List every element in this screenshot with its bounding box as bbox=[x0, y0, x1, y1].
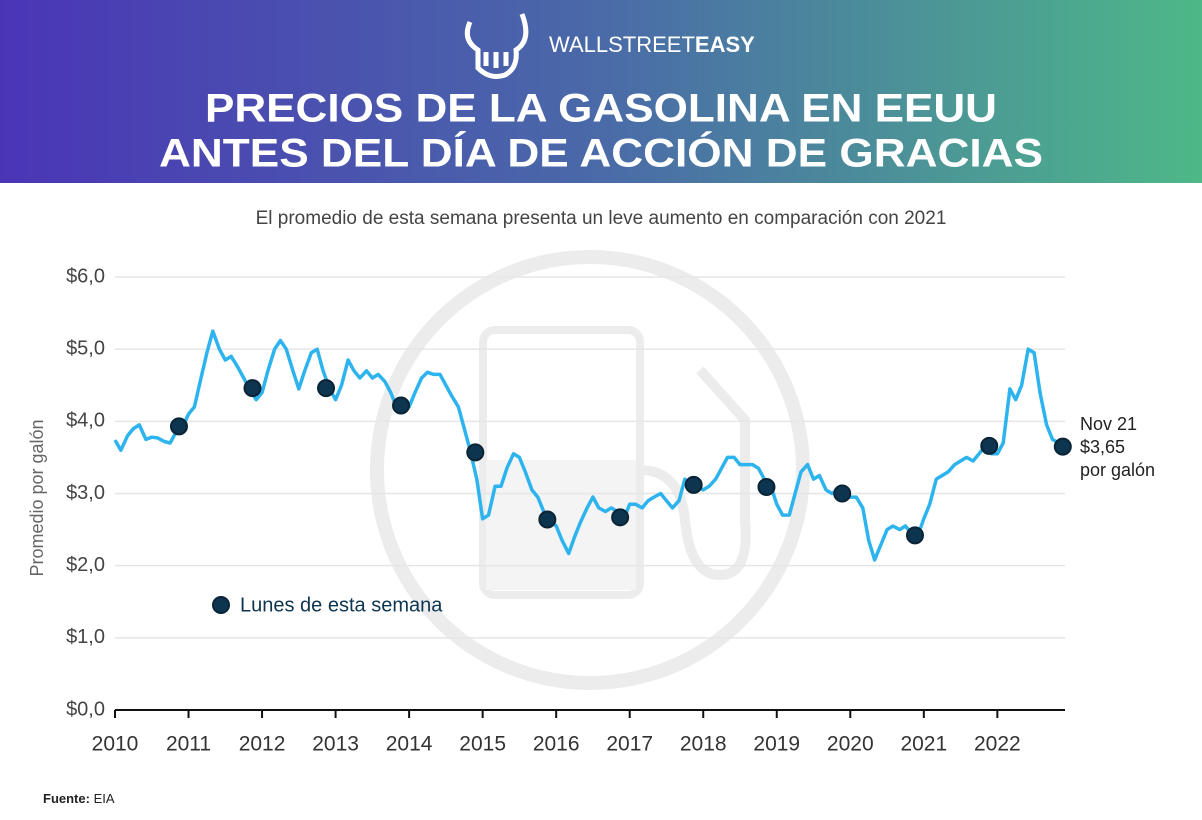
x-tick-label: 2020 bbox=[827, 733, 874, 756]
monday-dot bbox=[243, 379, 262, 398]
annotation: $3,65 bbox=[1080, 437, 1125, 457]
monday-dot bbox=[833, 484, 852, 503]
price-line bbox=[113, 329, 1066, 562]
monday-dot bbox=[906, 526, 924, 545]
monday-dot bbox=[757, 478, 776, 497]
monday-dot bbox=[684, 475, 703, 494]
legend-marker bbox=[212, 596, 230, 614]
x-tick-label: 2013 bbox=[312, 733, 359, 756]
source: Fuente: EIA bbox=[43, 791, 115, 806]
y-axis-label: Promedio por galón bbox=[27, 419, 47, 576]
x-tick-label: 2011 bbox=[166, 733, 211, 756]
annotation: Nov 21 bbox=[1080, 414, 1137, 434]
x-tick-label: 2019 bbox=[753, 733, 800, 756]
chart-title: ANTES DEL DÍA DE ACCIÓN DE GRACIAS bbox=[159, 130, 1043, 176]
annotation: por galón bbox=[1080, 460, 1155, 480]
brand: WALLSTREETEASY bbox=[549, 32, 755, 57]
y-tick-label: $3,0 bbox=[66, 482, 105, 504]
x-tick-label: 2012 bbox=[239, 733, 286, 756]
logo-icon bbox=[464, 13, 529, 79]
monday-dot bbox=[980, 436, 999, 455]
y-tick-label: $5,0 bbox=[66, 337, 105, 359]
monday-dot bbox=[611, 508, 630, 527]
brand-bold: EASY bbox=[695, 32, 755, 57]
monday-dot bbox=[466, 443, 485, 462]
x-tick-label: 2016 bbox=[533, 733, 580, 756]
monday-dot bbox=[1053, 437, 1072, 456]
x-tick-label: 2021 bbox=[900, 733, 947, 756]
chart-title: PRECIOS DE LA GASOLINA EN EEUU bbox=[205, 87, 997, 131]
y-tick-label: $1,0 bbox=[66, 626, 105, 648]
x-tick-label: 2015 bbox=[459, 733, 506, 756]
monday-dot bbox=[317, 379, 336, 398]
y-tick-label: $0,0 bbox=[66, 698, 105, 720]
x-tick-label: 2010 bbox=[92, 733, 139, 756]
source-label: Fuente: bbox=[43, 791, 90, 806]
y-tick-label: $6,0 bbox=[66, 265, 105, 287]
legend-label: Lunes de esta semana bbox=[240, 594, 443, 616]
monday-dot bbox=[538, 510, 557, 529]
brand-light: WALLSTREET bbox=[549, 32, 695, 57]
x-tick-label: 2017 bbox=[606, 733, 653, 756]
x-tick-label: 2022 bbox=[974, 733, 1021, 756]
monday-dot bbox=[169, 417, 188, 436]
y-tick-label: $4,0 bbox=[66, 410, 105, 432]
header-band bbox=[0, 0, 1202, 183]
x-tick-label: 2018 bbox=[680, 733, 727, 756]
monday-dot bbox=[392, 396, 411, 415]
chart-subtitle: El promedio de esta semana presenta un l… bbox=[256, 208, 947, 229]
y-tick-label: $2,0 bbox=[66, 554, 105, 576]
x-tick-label: 2014 bbox=[386, 733, 433, 756]
source-value: EIA bbox=[94, 791, 115, 806]
watermark bbox=[370, 250, 810, 690]
